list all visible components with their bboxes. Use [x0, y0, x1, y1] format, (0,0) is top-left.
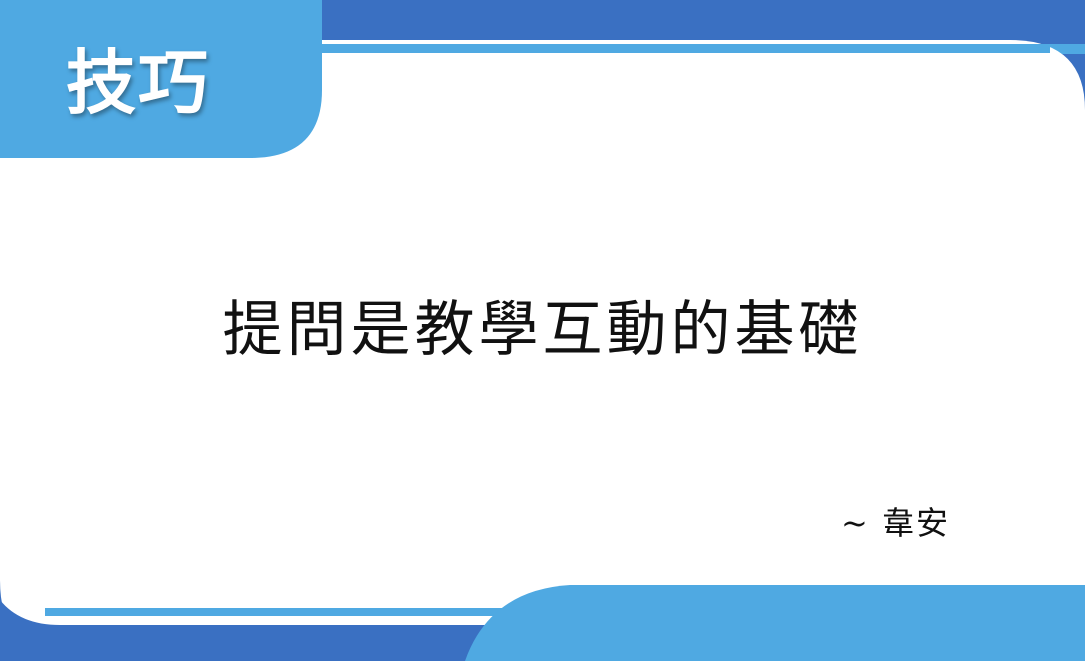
bottom-left-corner	[0, 600, 520, 661]
quote-text: 提問是教學互動的基礎	[222, 295, 863, 365]
content-panel	[0, 40, 1085, 661]
tag-label: 技巧	[66, 42, 210, 124]
top-stripe-inner	[320, 44, 1050, 53]
bottom-stripe	[45, 608, 525, 616]
quote-author: ~ 韋安	[841, 504, 950, 542]
tag-block	[0, 0, 322, 158]
bottom-right-tab	[465, 585, 1085, 661]
